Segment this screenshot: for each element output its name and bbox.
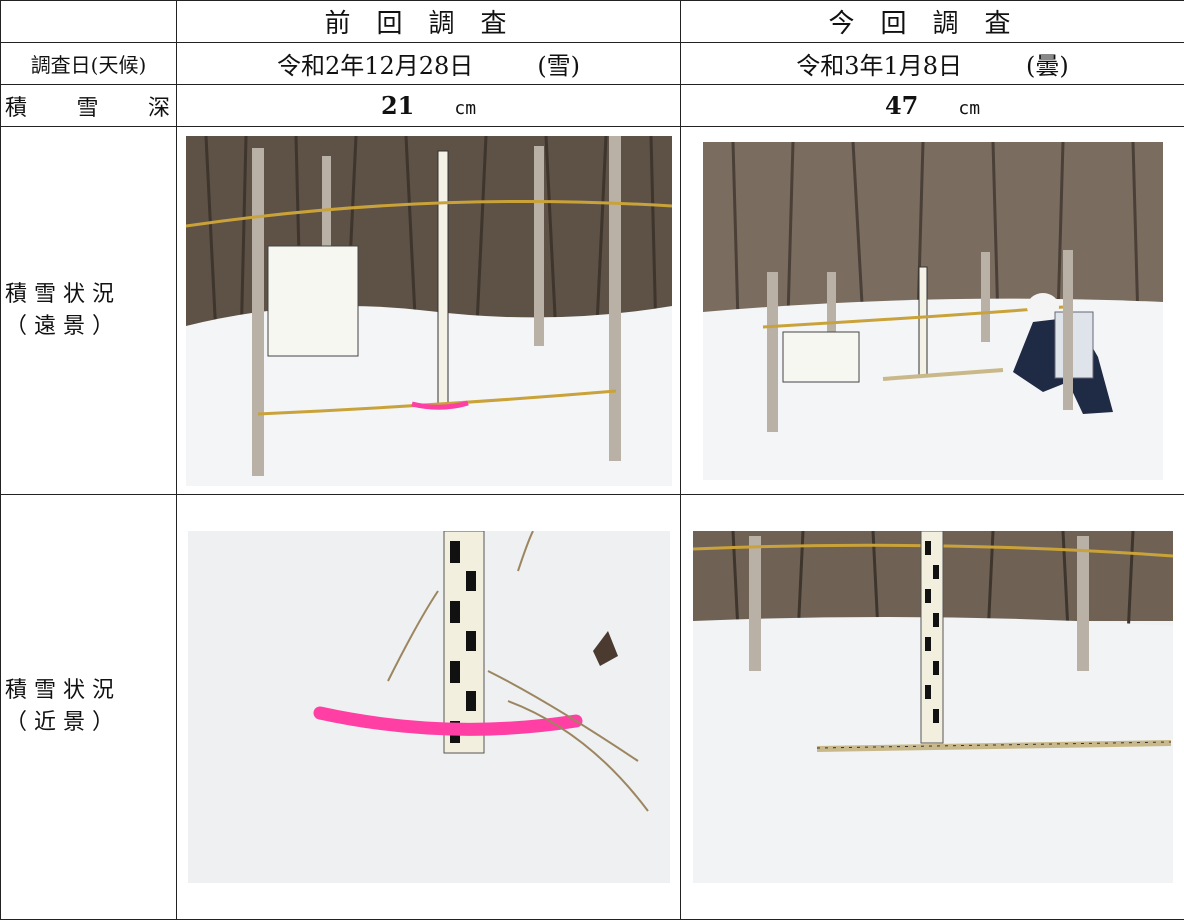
- survey-date-row: 調査日(天候) 令和2年12月28日 (雪) 令和3年1月8日 (曇): [1, 43, 1184, 85]
- previous-depth-cell: 21 cm: [177, 85, 681, 127]
- depth-label-char-3: 深: [148, 90, 170, 122]
- previous-far-photo: [186, 136, 672, 486]
- current-near-photo: [693, 531, 1173, 883]
- previous-near-photo: [188, 531, 670, 883]
- near-view-row: 積雪状況 （近景）: [1, 495, 1184, 920]
- far-view-row: 積雪状況 （遠景）: [1, 127, 1184, 495]
- previous-weather: (雪): [537, 46, 580, 81]
- corner-cell: [1, 1, 177, 43]
- previous-depth-value: 21: [381, 91, 414, 120]
- depth-label-char-2: 雪: [76, 90, 98, 122]
- previous-date-cell: 令和2年12月28日 (雪): [177, 43, 681, 85]
- current-near-photo-cell: [681, 495, 1184, 920]
- previous-near-photo-cell: [177, 495, 681, 920]
- current-date-cell: 令和3年1月8日 (曇): [681, 43, 1184, 85]
- near-view-label-cell: 積雪状況 （近景）: [1, 495, 177, 920]
- depth-label-char-1: 積: [5, 90, 27, 122]
- previous-far-photo-cell: [177, 127, 681, 495]
- previous-date: 令和2年12月28日: [277, 52, 473, 80]
- current-weather: (曇): [1026, 46, 1069, 81]
- header-row: 前回調査 今回調査: [1, 1, 1184, 43]
- far-view-label-line2: （遠景）: [5, 311, 176, 343]
- near-view-label-line1: 積雪状況: [5, 675, 176, 707]
- current-far-photo-cell: [681, 127, 1184, 495]
- current-depth-cell: 47 cm: [681, 85, 1184, 127]
- header-current-survey: 今回調査: [681, 1, 1184, 43]
- current-depth-unit: cm: [958, 98, 980, 119]
- snow-depth-label-cell: 積 雪 深: [1, 85, 177, 127]
- current-far-photo: [703, 142, 1163, 480]
- current-date: 令和3年1月8日: [796, 52, 962, 80]
- previous-depth-unit: cm: [454, 98, 476, 119]
- current-depth-value: 47: [885, 91, 918, 120]
- header-previous-survey: 前回調査: [177, 1, 681, 43]
- near-view-label-line2: （近景）: [5, 707, 176, 739]
- snow-depth-row: 積 雪 深 21 cm 47 cm: [1, 85, 1184, 127]
- far-view-label-cell: 積雪状況 （遠景）: [1, 127, 177, 495]
- far-view-label-line1: 積雪状況: [5, 279, 176, 311]
- survey-date-label: 調査日(天候): [1, 43, 177, 85]
